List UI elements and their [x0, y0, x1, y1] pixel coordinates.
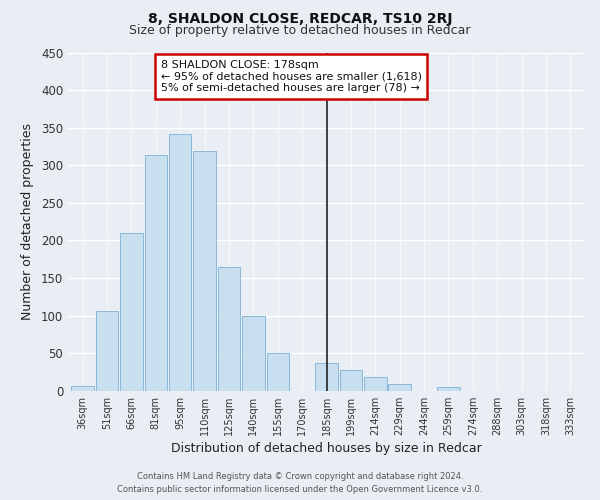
- X-axis label: Distribution of detached houses by size in Redcar: Distribution of detached houses by size …: [171, 442, 482, 455]
- Bar: [364, 378, 386, 391]
- Bar: [388, 384, 411, 391]
- Bar: [169, 134, 191, 391]
- Bar: [242, 316, 265, 391]
- Bar: [437, 387, 460, 391]
- Y-axis label: Number of detached properties: Number of detached properties: [21, 123, 34, 320]
- Bar: [120, 233, 143, 391]
- Bar: [340, 370, 362, 391]
- Bar: [218, 267, 240, 391]
- Bar: [193, 151, 216, 391]
- Bar: [266, 353, 289, 391]
- Text: 8, SHALDON CLOSE, REDCAR, TS10 2RJ: 8, SHALDON CLOSE, REDCAR, TS10 2RJ: [148, 12, 452, 26]
- Bar: [316, 363, 338, 391]
- Text: Size of property relative to detached houses in Redcar: Size of property relative to detached ho…: [129, 24, 471, 37]
- Bar: [145, 154, 167, 391]
- Text: Contains HM Land Registry data © Crown copyright and database right 2024.
Contai: Contains HM Land Registry data © Crown c…: [118, 472, 482, 494]
- Text: 8 SHALDON CLOSE: 178sqm
← 95% of detached houses are smaller (1,618)
5% of semi-: 8 SHALDON CLOSE: 178sqm ← 95% of detache…: [161, 60, 422, 93]
- Bar: [96, 311, 118, 391]
- Bar: [71, 386, 94, 391]
